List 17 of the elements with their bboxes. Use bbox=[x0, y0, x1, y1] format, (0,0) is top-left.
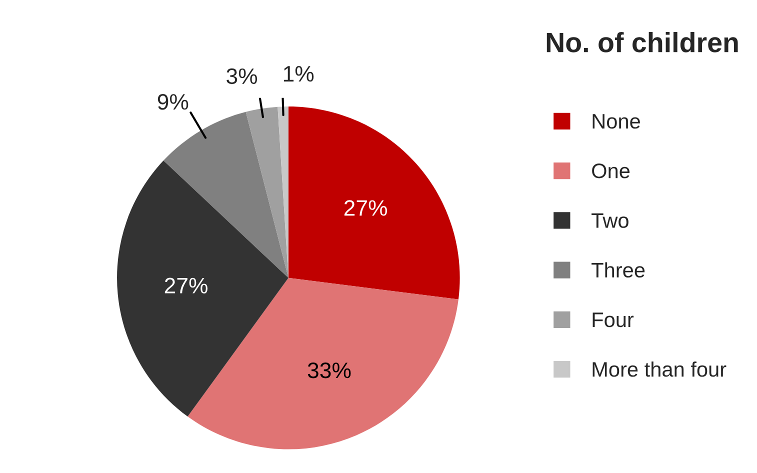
data-label: 3% bbox=[226, 68, 258, 84]
data-label: 27% bbox=[344, 200, 388, 216]
data-label: 9% bbox=[158, 94, 188, 110]
legend-label: More than four bbox=[592, 361, 726, 377]
legend-label: Four bbox=[592, 312, 634, 328]
data-label: 33% bbox=[308, 362, 351, 378]
chart-title: No. of children bbox=[546, 32, 738, 52]
legend-label: Two bbox=[592, 213, 628, 228]
legend-label: One bbox=[592, 164, 630, 178]
data-label: 1% bbox=[284, 66, 314, 82]
pie-slice bbox=[288, 106, 460, 300]
legend-label: Three bbox=[592, 262, 645, 278]
pie-slice bbox=[246, 106, 288, 278]
pie-slice bbox=[163, 112, 288, 278]
pie-slice bbox=[117, 160, 288, 417]
legend-label: None bbox=[592, 114, 640, 129]
data-label: 27% bbox=[164, 278, 208, 294]
